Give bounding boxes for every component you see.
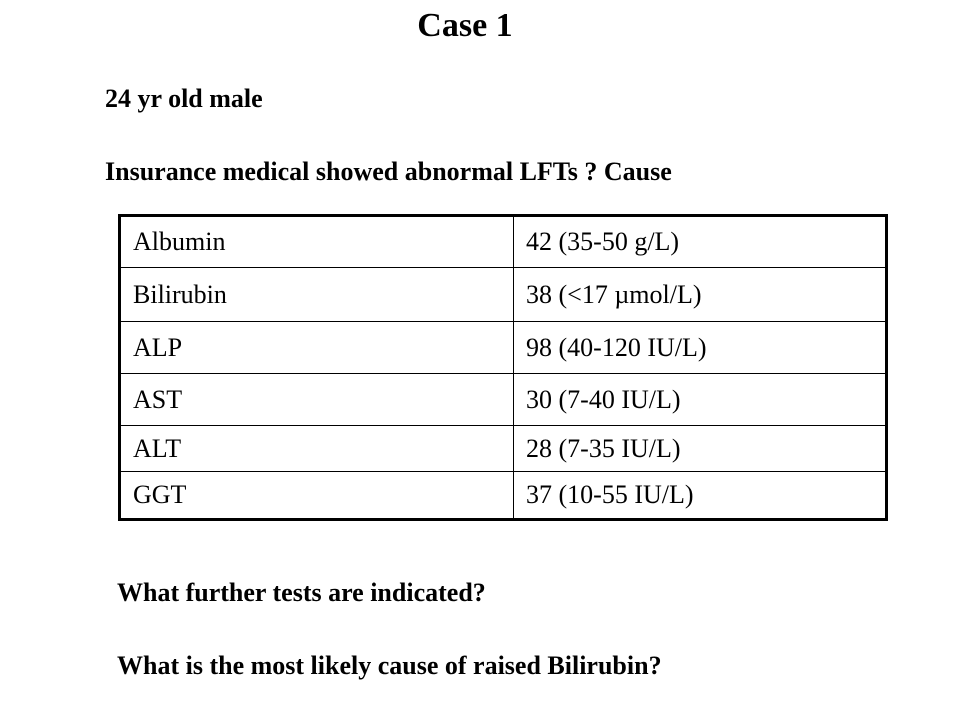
- table-row: AST 30 (7-40 IU/L): [119, 373, 887, 426]
- test-result-cell: 30 (7-40 IU/L): [513, 373, 887, 426]
- test-name-cell: ALP: [119, 321, 514, 374]
- test-name-cell: Bilirubin: [119, 267, 514, 322]
- table-row: GGT 37 (10-55 IU/L): [119, 471, 887, 520]
- test-result-cell: 28 (7-35 IU/L): [513, 425, 887, 472]
- slide-title: Case 1: [417, 7, 513, 44]
- question-likely-cause: What is the most likely cause of raised …: [117, 651, 662, 680]
- table-row: ALP 98 (40-120 IU/L): [119, 321, 887, 374]
- lft-results-table: Albumin 42 (35-50 g/L) Bilirubin 38 (<17…: [118, 214, 888, 521]
- table-row: Albumin 42 (35-50 g/L): [119, 215, 887, 268]
- table-row: Bilirubin 38 (<17 µmol/L): [119, 267, 887, 322]
- test-name-cell: AST: [119, 373, 514, 426]
- test-result-cell: 42 (35-50 g/L): [513, 215, 887, 268]
- test-name-cell: ALT: [119, 425, 514, 472]
- test-name-cell: Albumin: [119, 215, 514, 268]
- test-name-cell: GGT: [119, 471, 514, 520]
- test-result-cell: 38 (<17 µmol/L): [513, 267, 887, 322]
- clinical-finding: Insurance medical showed abnormal LFTs ?…: [105, 157, 672, 186]
- patient-description: 24 yr old male: [105, 84, 263, 113]
- question-further-tests: What further tests are indicated?: [117, 578, 486, 607]
- table-row: ALT 28 (7-35 IU/L): [119, 425, 887, 472]
- test-result-cell: 37 (10-55 IU/L): [513, 471, 887, 520]
- test-result-cell: 98 (40-120 IU/L): [513, 321, 887, 374]
